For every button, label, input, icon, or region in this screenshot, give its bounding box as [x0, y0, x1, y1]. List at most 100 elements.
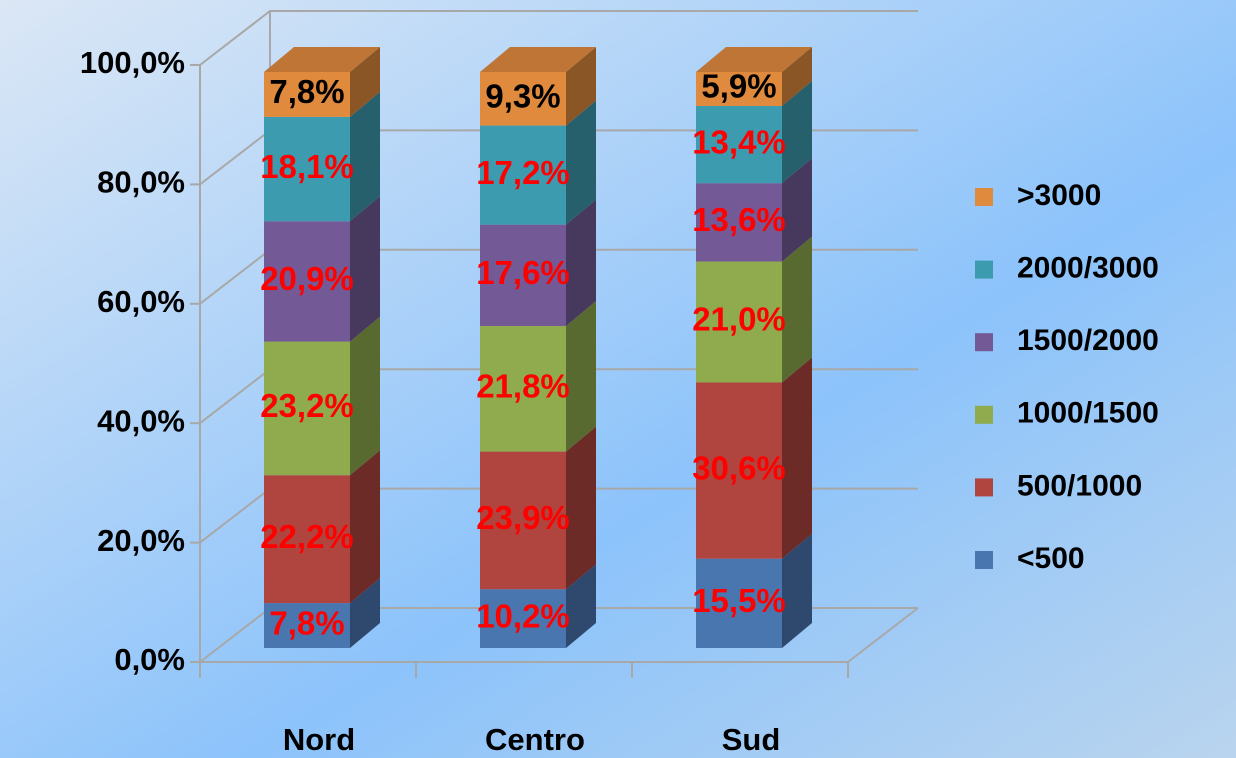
value-label: 30,6% — [692, 449, 786, 486]
y-tick-label: 60,0% — [97, 284, 185, 319]
legend-label: >3000 — [1017, 179, 1101, 212]
bar-segment — [480, 301, 596, 452]
bar-segment — [264, 578, 380, 648]
x-tick-label: Nord — [283, 722, 355, 757]
bar-side — [350, 450, 380, 604]
bar-side — [782, 158, 812, 262]
bar-front — [480, 326, 566, 452]
value-label: 20,9% — [260, 260, 354, 297]
value-label: 21,8% — [476, 368, 570, 405]
value-label: 15,5% — [692, 582, 786, 619]
bar-side — [566, 47, 596, 126]
value-label: 10,2% — [476, 597, 570, 634]
bar-front — [264, 341, 350, 476]
bar-front — [696, 261, 782, 383]
bar-segment — [696, 158, 812, 262]
bar-side — [350, 91, 380, 222]
legend-swatch — [975, 478, 993, 497]
value-label: 7,8% — [269, 604, 344, 641]
bar-segment — [264, 196, 380, 342]
value-label: 9,3% — [485, 78, 560, 115]
x-tick-label: Centro — [485, 722, 585, 757]
value-label: 13,4% — [692, 123, 786, 160]
legend-label: <500 — [1017, 542, 1085, 575]
bar-front — [264, 116, 350, 222]
legend-label: 1000/1500 — [1017, 397, 1159, 430]
bar-top — [696, 47, 812, 72]
bar-front — [696, 105, 782, 184]
bar-segment — [480, 564, 596, 648]
bar-front — [264, 72, 350, 117]
bar-side — [782, 357, 812, 559]
bar-front — [480, 72, 566, 126]
bar-segment — [264, 91, 380, 222]
bar-side — [566, 564, 596, 648]
bar-segment — [480, 47, 596, 126]
y-tick-label: 80,0% — [97, 165, 185, 200]
bar-segment — [480, 199, 596, 327]
legend-swatch — [975, 333, 993, 352]
bar-segment — [696, 236, 812, 383]
legend-swatch — [975, 188, 993, 206]
bar-side — [566, 199, 596, 327]
bar-top — [480, 47, 596, 72]
value-label: 17,2% — [476, 154, 570, 191]
value-label: 23,2% — [260, 387, 354, 424]
floor-right — [847, 607, 919, 663]
value-label: 17,6% — [476, 254, 570, 291]
value-label: 13,6% — [692, 201, 786, 238]
value-label: 23,9% — [476, 499, 570, 536]
bar-front — [264, 475, 350, 604]
bar-segment — [696, 47, 812, 106]
value-label: 18,1% — [260, 148, 354, 185]
bar-segment — [264, 316, 380, 476]
bar-front — [480, 451, 566, 590]
value-label: 21,0% — [692, 301, 786, 338]
legend-label: 500/1000 — [1017, 469, 1142, 502]
bar-segment — [696, 80, 812, 184]
bar-side — [782, 80, 812, 184]
bar-front — [696, 558, 782, 648]
bar-side — [566, 426, 596, 590]
bar-side — [350, 578, 380, 648]
bar-side — [566, 301, 596, 452]
bar-front — [480, 125, 566, 225]
y-tick-label: 100,0% — [80, 45, 185, 80]
bar-front — [480, 224, 566, 327]
bar-side — [782, 236, 812, 383]
bar-front — [264, 603, 350, 648]
legend-label: 1500/2000 — [1017, 324, 1159, 357]
legend-swatch — [975, 405, 993, 424]
bar-front — [696, 382, 782, 559]
y-tick-label: 40,0% — [97, 403, 185, 438]
bar-segment — [264, 47, 380, 117]
y-tick-label: 20,0% — [97, 523, 185, 558]
bar-segment — [480, 426, 596, 590]
bar-side — [350, 196, 380, 342]
grid-line — [199, 10, 918, 66]
x-tick-label: Sud — [722, 722, 781, 757]
bar-segment — [696, 533, 812, 648]
bar-side — [350, 47, 380, 117]
bar-side — [350, 316, 380, 476]
value-label: 5,9% — [701, 68, 776, 105]
bar-front — [264, 221, 350, 342]
y-tick-label: 0,0% — [114, 642, 185, 677]
bar-front — [480, 589, 566, 648]
value-label: 22,2% — [260, 518, 354, 555]
bar-segment — [480, 100, 596, 225]
legend-swatch — [975, 551, 993, 569]
bar-front — [696, 72, 782, 106]
bar-top — [264, 47, 380, 72]
bar-side — [566, 100, 596, 225]
legend-label: 2000/3000 — [1017, 252, 1159, 285]
bar-side — [782, 533, 812, 648]
bar-segment — [696, 357, 812, 559]
legend-swatch — [975, 260, 993, 279]
bar-segment — [264, 450, 380, 604]
bar-side — [782, 47, 812, 106]
bar-front — [696, 183, 782, 262]
value-label: 7,8% — [269, 73, 344, 110]
